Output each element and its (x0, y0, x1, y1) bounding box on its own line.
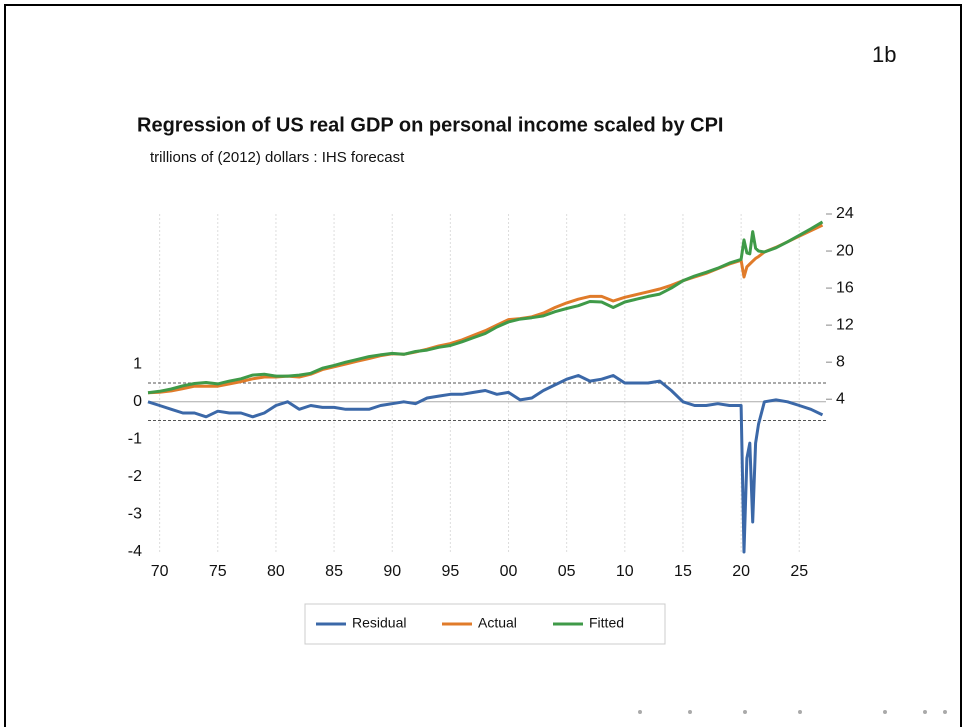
y2-tick-label: 8 (836, 353, 845, 370)
x-tick-label: 10 (616, 563, 634, 580)
y2-tick-label: 20 (836, 242, 854, 259)
series-line (147, 220, 824, 395)
series-line (147, 374, 824, 554)
legend-box (304, 603, 666, 645)
x-tick-label: 05 (558, 563, 576, 580)
chart-title: Regression of US real GDP on personal in… (137, 114, 723, 136)
legend-label: Actual (478, 615, 517, 631)
nav-icons (638, 710, 947, 714)
slide-label: 1b (872, 42, 896, 67)
x-tick-label: 75 (209, 563, 227, 580)
y2-tick-label: 4 (836, 390, 845, 407)
x-tick-label: 90 (383, 563, 401, 580)
y-tick-label: -2 (128, 468, 142, 485)
x-tick-label: 20 (732, 563, 750, 580)
x-tick-label: 80 (267, 563, 285, 580)
chart-subtitle: trillions of (2012) dollars : IHS foreca… (150, 149, 405, 166)
y2-tick-label: 16 (836, 279, 854, 296)
x-tick-label: 70 (151, 563, 169, 580)
legend-label: Fitted (589, 615, 624, 631)
y2-tick-label: 12 (836, 316, 854, 333)
x-tick-label: 95 (441, 563, 459, 580)
y2-tick-label: 24 (836, 205, 854, 222)
legend-label: Residual (352, 615, 406, 631)
x-tick-label: 15 (674, 563, 692, 580)
y-tick-label: -3 (128, 506, 142, 523)
y-tick-label: -4 (128, 543, 142, 560)
slide-frame (4, 4, 962, 727)
y-tick-label: 0 (133, 393, 142, 410)
x-tick-label: 00 (500, 563, 518, 580)
y-tick-label: -1 (128, 431, 142, 448)
y-tick-label: 1 (133, 355, 142, 372)
x-tick-label: 85 (325, 563, 343, 580)
x-tick-label: 25 (790, 563, 808, 580)
series-line (147, 223, 824, 395)
